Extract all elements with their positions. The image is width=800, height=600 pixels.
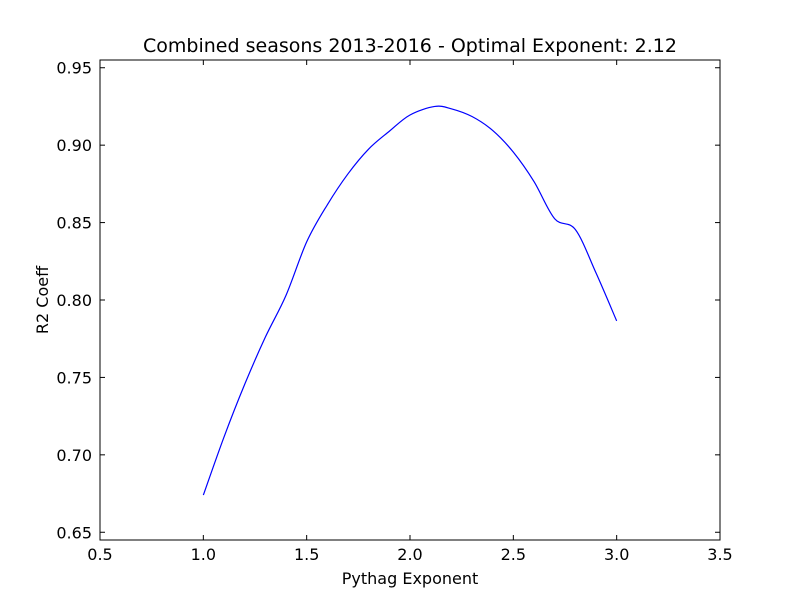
x-tick-label: 3.5 [707,545,732,564]
x-tick-label: 3.0 [604,545,629,564]
y-tick-label: 0.80 [56,291,92,310]
y-tick-label: 0.95 [56,59,92,78]
y-axis-label: R2 Coeff [33,265,52,334]
plot-area: 0.5 1.0 1.5 2.0 2.5 3.0 3.5 0.65 0.70 0.75 0.80 0.8… [56,59,732,564]
x-tick-label: 0.5 [87,545,112,564]
x-axis-label: Pythag Exponent [342,569,479,588]
x-tick-label: 1.5 [294,545,319,564]
y-tick-label: 0.75 [56,368,92,387]
y-tick-label: 0.70 [56,446,92,465]
y-tick-label: 0.65 [56,523,92,542]
y-tick-label: 0.85 [56,214,92,233]
x-tick-label: 1.0 [191,545,216,564]
x-tick-label: 2.0 [397,545,422,564]
chart-title: Combined seasons 2013-2016 - Optimal Exp… [143,35,677,57]
series-line-1 [202,105,618,496]
y-tick-label: 0.90 [56,136,92,155]
x-tick-label: 2.5 [501,545,526,564]
